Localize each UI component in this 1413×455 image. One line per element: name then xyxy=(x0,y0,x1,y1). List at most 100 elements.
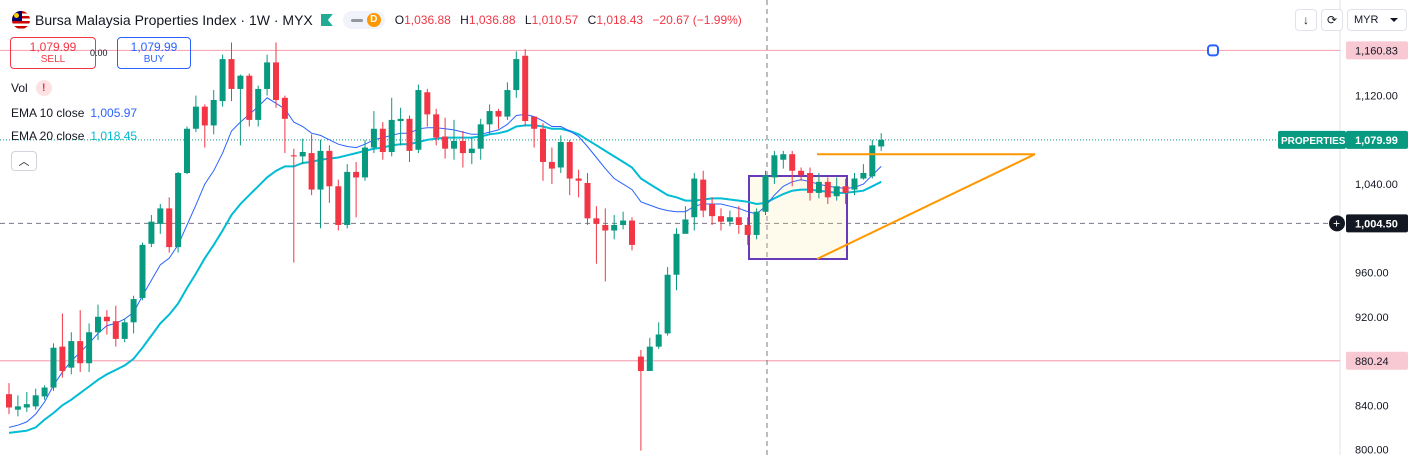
candle-body xyxy=(157,208,164,224)
candle-body xyxy=(219,59,226,102)
sell-price: 1,079.99 xyxy=(29,40,77,54)
buy-button[interactable]: 1,079.99 BUY xyxy=(117,37,191,69)
open-key: O xyxy=(394,13,405,27)
open-value: 1,036.88 xyxy=(404,13,451,27)
plus-icon: + xyxy=(1333,216,1340,230)
candle-body xyxy=(575,178,582,181)
candle-body xyxy=(718,216,724,222)
candle-body xyxy=(32,395,39,407)
delayed-badge: D xyxy=(366,13,381,27)
candle-body xyxy=(833,186,840,197)
candle-body xyxy=(388,119,395,152)
candle-body xyxy=(415,90,422,150)
candle-body xyxy=(620,220,627,225)
candle-body xyxy=(273,62,279,101)
candle-body xyxy=(344,171,351,225)
refresh-icon: ⟳ xyxy=(1326,13,1338,27)
candle-body xyxy=(148,221,155,244)
change-value: −20.67 (−1.99%) xyxy=(652,13,742,27)
triangle-lower-line[interactable] xyxy=(816,153,1036,260)
candle-body xyxy=(824,181,831,198)
y-tick-label: 840.00 xyxy=(1355,400,1389,412)
candle-body xyxy=(175,173,182,248)
candle-body xyxy=(451,140,457,149)
candle-body xyxy=(406,118,413,151)
candle-body xyxy=(735,217,742,225)
data-status-pill[interactable]: D xyxy=(342,11,385,29)
candle-body xyxy=(860,173,867,179)
candle-body xyxy=(602,224,609,231)
candle-body xyxy=(522,55,529,122)
candle-body xyxy=(362,147,368,178)
candle-body xyxy=(166,208,173,248)
currency-select[interactable]: MYR xyxy=(1347,9,1407,31)
close-value: 1,018.43 xyxy=(596,13,644,27)
candle-body xyxy=(299,151,306,157)
candle-body xyxy=(50,347,57,388)
high-value: 1,036.88 xyxy=(468,13,516,27)
candle-body xyxy=(237,75,244,89)
legend-ema20[interactable]: EMA 20 close 1,018.45 xyxy=(11,129,137,143)
candle-body xyxy=(264,62,271,89)
candle-body xyxy=(842,186,849,193)
candle-body xyxy=(566,142,573,179)
last-price-label: 1,079.99 xyxy=(1355,135,1398,147)
low-value: 1,010.57 xyxy=(531,13,579,27)
download-button[interactable]: ↓ xyxy=(1295,9,1317,31)
candle-body xyxy=(807,173,813,193)
candle-body xyxy=(673,233,680,275)
candle-body xyxy=(789,154,796,171)
arrow-down-icon: ↓ xyxy=(1303,13,1309,27)
candle-body xyxy=(709,203,716,217)
legend-ema10[interactable]: EMA 10 close 1,005.97 xyxy=(11,106,137,120)
candle-body xyxy=(691,178,698,218)
add-level-icon[interactable] xyxy=(1329,215,1345,232)
candle-body xyxy=(14,406,21,410)
line-handle[interactable] xyxy=(1207,44,1219,57)
candle-body xyxy=(370,128,377,148)
candle-body xyxy=(130,299,137,323)
candle-body xyxy=(6,394,12,408)
candle-body xyxy=(59,346,66,371)
candle-body xyxy=(397,118,404,122)
sell-label: SELL xyxy=(40,54,66,65)
candle-body xyxy=(593,218,600,224)
candle-body xyxy=(41,387,48,397)
symbol-title[interactable]: Bursa Malaysia Properties Index · 1W · M… xyxy=(35,12,313,28)
candle-body xyxy=(682,219,689,234)
candle-body xyxy=(726,217,733,222)
ohlc-values: O1,036.88 H1,036.88 L1,010.57 C1,018.43 … xyxy=(395,13,748,27)
candle-body xyxy=(504,90,511,117)
compare-button[interactable]: ⟳ xyxy=(1321,9,1343,31)
warning-icon[interactable]: ! xyxy=(35,80,52,96)
candle-body xyxy=(112,321,119,339)
buy-price: 1,079.99 xyxy=(130,40,178,54)
last-price-badge xyxy=(1346,130,1408,149)
candle-body xyxy=(184,128,190,173)
candle-body xyxy=(68,341,75,368)
candle-body xyxy=(477,124,484,149)
collapse-legend-button[interactable]: ︿ xyxy=(11,151,37,171)
legend-vol[interactable]: Vol ! xyxy=(11,80,52,96)
candle-body xyxy=(637,356,644,371)
crosshair-price-badge xyxy=(1346,214,1408,233)
y-tick-label: 1,120.00 xyxy=(1355,91,1398,103)
chart-header: Bursa Malaysia Properties Index · 1W · M… xyxy=(0,8,748,32)
candle-body xyxy=(246,75,253,120)
y-tick-label: 1,040.00 xyxy=(1355,179,1398,191)
sell-button[interactable]: 1,079.99 SELL xyxy=(10,37,96,69)
candle-body xyxy=(611,224,618,231)
malaysia-flag-icon xyxy=(12,11,30,29)
candle-body xyxy=(629,220,635,245)
candle-body xyxy=(23,404,30,408)
candle-body xyxy=(281,97,288,119)
candle-body xyxy=(486,111,493,125)
candle-body xyxy=(326,150,333,187)
ema20-value: 1,018.45 xyxy=(90,129,138,143)
crosshair-price-label: 1,004.50 xyxy=(1355,218,1398,230)
symbol-badge xyxy=(1278,130,1346,149)
candle-body xyxy=(433,114,440,138)
candle-body xyxy=(557,142,564,168)
candle-body xyxy=(317,150,324,190)
